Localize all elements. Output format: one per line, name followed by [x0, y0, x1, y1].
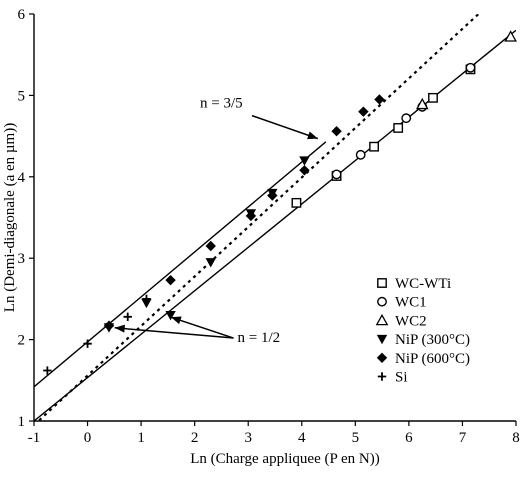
- y-tick-label-4: 4: [18, 170, 26, 186]
- y-tick-label-3: 3: [18, 251, 26, 267]
- data-point-s5-9: [374, 94, 385, 105]
- annotation-arrow-2-2-head: [170, 316, 182, 325]
- data-point-s2-1: [331, 169, 342, 180]
- x-tick-label-7: 7: [459, 430, 467, 446]
- data-point-s6-3: [123, 312, 132, 322]
- data-point-s4-3: [165, 310, 176, 321]
- annotation-label-2: n = 1/2: [238, 330, 281, 346]
- annotation-label-1: n = 3/5: [200, 96, 243, 112]
- data-point-s2-5: [465, 62, 476, 73]
- legend-marker-4: [376, 334, 388, 345]
- legend-marker-3: [375, 313, 389, 326]
- data-point-s6-4: [142, 294, 151, 304]
- data-point-s5-8: [358, 106, 369, 117]
- annotation-arrow-1-shaft: [251, 114, 319, 140]
- x-tick-label--1: -1: [28, 430, 41, 446]
- data-point-s4-7: [299, 156, 310, 166]
- data-point-s6-1: [43, 366, 52, 375]
- x-tick-label-1: 1: [137, 430, 145, 446]
- legend-label-5: NiP (600°C): [395, 351, 470, 367]
- data-point-s1-4: [393, 123, 404, 133]
- data-point-s3-1: [415, 97, 429, 110]
- data-point-s5-1: [103, 320, 115, 331]
- data-point-s4-2: [141, 298, 152, 309]
- y-tick-label-5: 5: [18, 88, 26, 104]
- y-axis-title: Ln (Demi-diagonale (a en µm)): [2, 123, 18, 312]
- legend-label-2: WC1: [395, 295, 427, 311]
- data-point-s1-1: [291, 197, 302, 208]
- data-point-s5-6: [299, 165, 310, 176]
- data-point-s4-4: [205, 258, 216, 268]
- annotations: n = 3/5 n = 1/2: [114, 96, 319, 346]
- data-point-s5-5: [267, 190, 278, 201]
- legend-label-1: WC-WTi: [395, 276, 451, 292]
- x-tick-label-8: 8: [512, 430, 520, 446]
- data-point-s6-2: [83, 339, 92, 348]
- annotation-arrow-2-1-head: [114, 324, 125, 333]
- x-axis-title: Ln (Charge appliquee (P en N)): [190, 451, 380, 467]
- fit-line-3: [36, 14, 480, 421]
- x-tick-label-6: 6: [405, 430, 413, 446]
- legend-marker-1: [377, 278, 387, 288]
- legend-marker-5: [376, 352, 388, 363]
- x-tick-label-5: 5: [352, 430, 360, 446]
- data-point-s5-3: [205, 240, 216, 252]
- y-tick-label-1: 1: [18, 414, 26, 430]
- data-points: [43, 30, 517, 375]
- annotation-arrow-1-head: [307, 131, 318, 140]
- data-point-s2-2: [355, 149, 366, 160]
- data-point-s5-2: [165, 274, 176, 286]
- x-tick-label-0: 0: [84, 430, 92, 446]
- data-point-s1-5: [428, 92, 438, 103]
- data-point-s2-3: [401, 113, 412, 124]
- legend-label-4: NiP (300°C): [395, 332, 470, 348]
- legend: WC-WTi WC1 WC2 NiP (300°C) NiP (600°C) Si: [375, 276, 470, 386]
- data-point-s3-2: [504, 30, 517, 42]
- annotation-arrow-2-2-shaft: [170, 316, 234, 339]
- x-tick-label-3: 3: [244, 430, 252, 446]
- data-point-s5-7: [331, 126, 342, 137]
- data-point-s1-3: [369, 141, 379, 152]
- data-point-s5-4: [245, 210, 257, 222]
- y-tick-label-6: 6: [18, 7, 26, 23]
- legend-marker-2: [377, 296, 387, 307]
- x-tick-label-2: 2: [191, 430, 199, 446]
- annotation-arrow-2-1-shaft: [114, 327, 234, 339]
- axes: -1 0 1 2 3 4 5 6 7 8 1 2 3 4 5 6: [18, 7, 520, 446]
- legend-label-6: Si: [395, 370, 408, 386]
- y-tick-label-2: 2: [18, 333, 26, 349]
- fit-line-2: [34, 141, 327, 388]
- legend-marker-6: [377, 372, 387, 381]
- x-tick-label-4: 4: [298, 430, 306, 446]
- legend-label-3: WC2: [395, 313, 427, 329]
